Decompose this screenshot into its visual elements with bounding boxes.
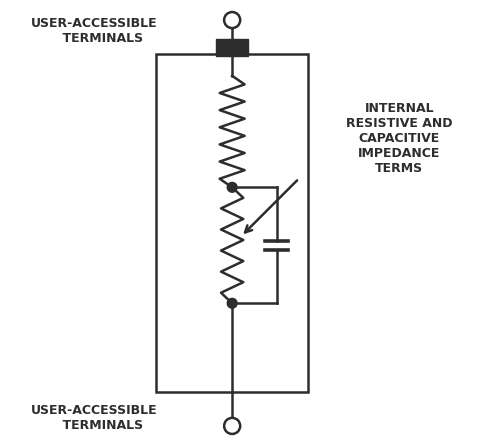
Circle shape bbox=[228, 182, 237, 192]
Polygon shape bbox=[216, 39, 248, 56]
Circle shape bbox=[228, 298, 237, 308]
Text: USER-ACCESSIBLE
    TERMINALS: USER-ACCESSIBLE TERMINALS bbox=[30, 405, 157, 432]
Circle shape bbox=[224, 12, 240, 28]
Circle shape bbox=[224, 418, 240, 434]
Text: USER-ACCESSIBLE
    TERMINALS: USER-ACCESSIBLE TERMINALS bbox=[30, 17, 157, 45]
Text: INTERNAL
RESISTIVE AND
CAPACITIVE
IMPEDANCE
TERMS: INTERNAL RESISTIVE AND CAPACITIVE IMPEDA… bbox=[346, 102, 453, 175]
